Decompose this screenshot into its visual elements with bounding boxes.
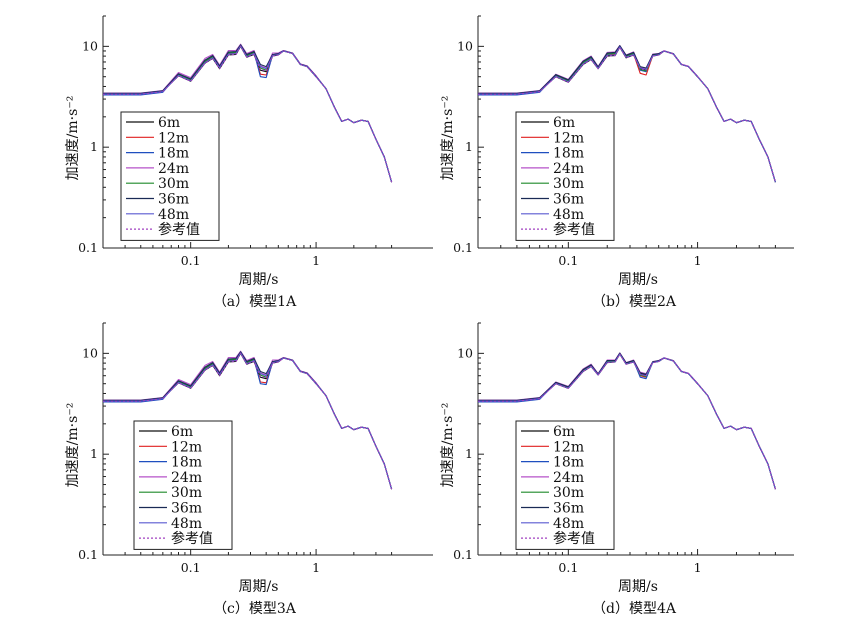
legend-label: 参考值 (553, 530, 595, 547)
legend-label: 30m (553, 176, 584, 192)
legend-label: 6m (553, 424, 575, 440)
y-axis-title: 加速度/m·s⁻² (65, 403, 81, 488)
legend-label: 12m (553, 439, 584, 455)
x-axis-title: 周期/s (239, 579, 279, 595)
panel-caption: （b）模型2A (592, 294, 677, 310)
x-tick-label: 1 (312, 560, 320, 575)
legend-box (515, 111, 615, 241)
x-tick-label: 0.1 (558, 253, 578, 268)
y-tick-label: 0.1 (78, 547, 98, 562)
legend-label: 30m (553, 485, 584, 501)
chart-panel-2: 0.1 1 0.1 1 10 周期/s 加速度/m·s⁻² 6m12m18m24m30m36m… (440, 15, 794, 310)
legend-box (515, 420, 615, 550)
legend-label: 30m (171, 485, 202, 501)
legend-label: 48m (553, 207, 584, 223)
chart-panel-1: 0.1 1 0.1 1 10 周期/s 加速度/m·s⁻² 6m12m18m24m30m36m… (65, 15, 433, 310)
legend-label: 48m (171, 516, 202, 532)
y-tick-label: 1 (465, 446, 473, 461)
legend-label: 18m (158, 146, 189, 162)
legend-box (133, 420, 233, 550)
y-tick-label: 10 (457, 38, 473, 53)
y-tick-label: 1 (90, 446, 98, 461)
legend-label: 6m (553, 115, 575, 131)
x-tick-label: 1 (694, 560, 702, 575)
y-tick-label: 10 (82, 38, 98, 53)
legend-label: 12m (171, 439, 202, 455)
legend-label: 24m (553, 161, 584, 177)
panel-caption: （a）模型1A (213, 294, 297, 310)
y-axis-title: 加速度/m·s⁻² (65, 96, 81, 181)
x-tick-label: 0.1 (181, 253, 201, 268)
y-tick-label: 10 (457, 345, 473, 360)
y-tick-label: 0.1 (453, 240, 473, 255)
legend-label: 24m (553, 470, 584, 486)
legend-label: 30m (158, 176, 189, 192)
y-tick-label: 1 (465, 139, 473, 154)
legend-label: 18m (171, 455, 202, 471)
x-tick-label: 1 (694, 253, 702, 268)
y-tick-label: 10 (82, 345, 98, 360)
legend-label: 参考值 (171, 530, 213, 547)
legend-label: 参考值 (158, 221, 200, 238)
chart-panel-4: 0.1 1 0.1 1 10 周期/s 加速度/m·s⁻² 6m12m18m24m30m36m… (440, 322, 794, 617)
y-tick-label: 0.1 (78, 240, 98, 255)
chart-panel-3: 0.1 1 0.1 1 10 周期/s 加速度/m·s⁻² 6m12m18m24m30m36m… (65, 322, 433, 617)
legend-label: 36m (171, 501, 202, 517)
legend-label: 18m (553, 455, 584, 471)
series-line-ref (103, 352, 393, 490)
legend-label: 6m (158, 115, 180, 131)
series-line-ref (478, 46, 776, 183)
x-tick-label: 0.1 (181, 560, 201, 575)
y-tick-label: 0.1 (453, 547, 473, 562)
legend-label: 48m (158, 207, 189, 223)
legend-label: 36m (553, 192, 584, 208)
y-axis-title: 加速度/m·s⁻² (440, 403, 456, 488)
x-axis-title: 周期/s (618, 272, 658, 288)
legend-label: 24m (171, 470, 202, 486)
y-tick-label: 1 (90, 139, 98, 154)
legend-label: 36m (553, 501, 584, 517)
series-line-ref (103, 45, 393, 183)
panel-caption: （c）模型3A (213, 601, 297, 617)
x-axis-title: 周期/s (618, 579, 658, 595)
y-axis-title: 加速度/m·s⁻² (440, 96, 456, 181)
legend-label: 36m (158, 192, 189, 208)
panel-caption: （d）模型4A (592, 601, 677, 617)
legend-label: 24m (158, 161, 189, 177)
legend-label: 12m (553, 130, 584, 146)
series-line-ref (478, 353, 776, 490)
x-axis-title: 周期/s (239, 272, 279, 288)
legend-label: 18m (553, 146, 584, 162)
legend-box (120, 111, 220, 241)
x-tick-label: 0.1 (558, 560, 578, 575)
legend-label: 参考值 (553, 221, 595, 238)
x-tick-label: 1 (312, 253, 320, 268)
legend-label: 12m (158, 130, 189, 146)
legend-label: 48m (553, 516, 584, 532)
legend-label: 6m (171, 424, 193, 440)
